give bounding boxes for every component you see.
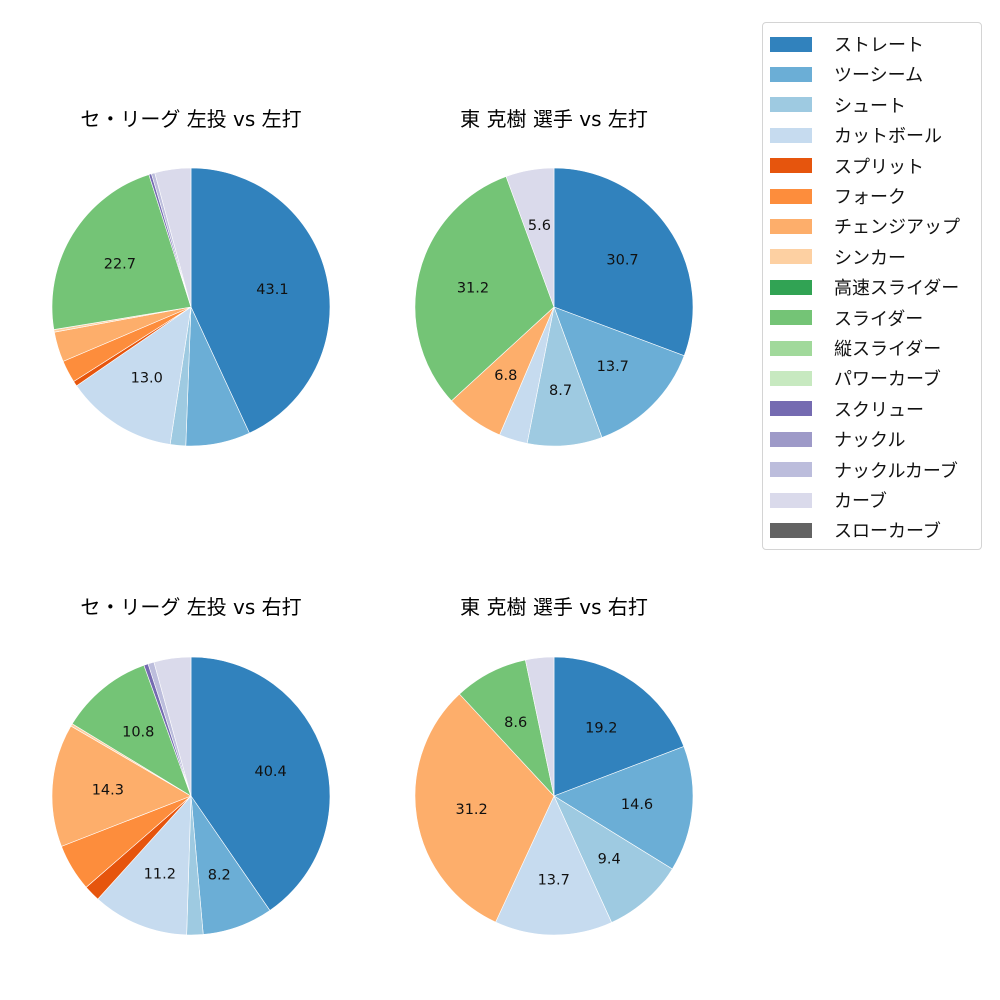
legend-item: チェンジアップ xyxy=(770,211,960,241)
legend-swatch xyxy=(770,127,812,143)
pie-slice xyxy=(553,306,685,438)
legend-label: スローカーブ xyxy=(834,521,941,543)
slice-percent-label: 43.1 xyxy=(256,282,288,298)
legend-swatch xyxy=(770,401,812,417)
slice-percent-label: 13.7 xyxy=(538,872,570,888)
pie-slice xyxy=(154,167,192,308)
legend-swatch xyxy=(770,492,812,508)
legend-label: スプリット xyxy=(834,156,924,178)
legend-item: ナックルカーブ xyxy=(770,455,958,485)
legend-swatch xyxy=(770,279,812,295)
pie-slice xyxy=(153,656,192,797)
legend-label: スライダー xyxy=(834,308,924,330)
legend-swatch xyxy=(770,158,812,174)
pie-slice xyxy=(553,656,685,797)
legend-item: スローカーブ xyxy=(770,515,941,545)
chart-title-league-left-vs-right: セ・リーグ 左投 vs 右打 xyxy=(80,595,302,619)
legend-label: パワーカーブ xyxy=(834,369,941,391)
legend-label: ツーシーム xyxy=(834,65,924,87)
slice-percent-label: 8.2 xyxy=(208,867,231,883)
slice-percent-label: 6.8 xyxy=(494,368,517,384)
pie-slice xyxy=(505,167,555,308)
legend-label: 高速スライダー xyxy=(834,278,960,300)
legend-item: 高速スライダー xyxy=(770,272,959,302)
legend-item: パワーカーブ xyxy=(770,363,941,393)
legend-item: カットボール xyxy=(770,120,942,150)
slice-percent-label: 19.2 xyxy=(585,720,617,736)
slice-percent-label: 13.7 xyxy=(597,359,629,375)
pie-slice xyxy=(71,664,192,797)
slice-percent-label: 14.6 xyxy=(621,797,653,813)
legend-label: フォーク xyxy=(834,187,906,208)
legend-item: スライダー xyxy=(770,303,923,333)
slice-percent-label: 8.6 xyxy=(504,715,527,731)
pie-slice xyxy=(525,656,555,797)
legend-label: シンカー xyxy=(834,247,906,269)
legend-item: カーブ xyxy=(770,485,887,515)
pie-slice xyxy=(553,746,694,870)
slice-percent-label: 31.2 xyxy=(455,802,487,818)
legend-swatch xyxy=(770,36,812,52)
pie-slice xyxy=(414,176,555,402)
slice-percent-label: 40.4 xyxy=(254,764,286,780)
pie-slice xyxy=(495,795,612,936)
legend-item: シンカー xyxy=(770,242,906,272)
pie-slice xyxy=(51,174,192,330)
chart-title-azuma-vs-right: 東 克樹 選手 vs 右打 xyxy=(460,595,648,619)
pie-slice xyxy=(553,795,673,923)
legend-swatch xyxy=(770,249,812,265)
legend-swatch xyxy=(770,218,812,234)
legend-label: スクリュー xyxy=(834,399,924,421)
legend-item: シュート xyxy=(770,90,906,120)
legend-swatch xyxy=(770,97,812,113)
pie-slice xyxy=(51,725,192,847)
slice-percent-label: 31.2 xyxy=(457,280,489,296)
chart-title-league-left-vs-left: セ・リーグ 左投 vs 左打 xyxy=(80,107,302,131)
legend-swatch xyxy=(770,66,812,82)
legend-swatch xyxy=(770,462,812,478)
pie-slice xyxy=(97,795,192,936)
slice-percent-label: 10.8 xyxy=(122,724,154,740)
legend-label: ナックル xyxy=(834,430,906,452)
chart-title-azuma-vs-left: 東 克樹 選手 vs 左打 xyxy=(460,107,648,131)
legend-label: チェンジアップ xyxy=(834,217,960,239)
legend-item: ナックル xyxy=(770,424,905,454)
legend-label: カーブ xyxy=(834,491,887,512)
legend-label: ナックルカーブ xyxy=(834,460,958,482)
slice-percent-label: 13.0 xyxy=(131,371,163,387)
legend-swatch xyxy=(770,340,812,356)
legend-label: シュート xyxy=(834,95,906,117)
slice-percent-label: 22.7 xyxy=(104,256,136,272)
pie-slice xyxy=(76,306,192,445)
legend: ストレートツーシームシュートカットボール スプリットフォークチェンジアップ シンカー… xyxy=(762,22,982,550)
legend-swatch xyxy=(770,522,812,538)
legend-label: カットボール xyxy=(834,126,942,148)
slice-percent-label: 30.7 xyxy=(606,252,638,268)
legend-item: フォーク xyxy=(770,181,906,211)
pie-slice xyxy=(553,167,694,357)
slice-percent-label: 11.2 xyxy=(144,866,176,882)
legend-item: 縦スライダー xyxy=(770,333,941,363)
slice-percent-label: 14.3 xyxy=(92,782,124,798)
pie-slice xyxy=(190,656,331,911)
pie-slice xyxy=(414,693,555,923)
legend-item: スプリット xyxy=(770,151,924,181)
legend-label: 縦スライダー xyxy=(834,339,942,360)
legend-item: ストレート xyxy=(770,29,924,59)
slice-percent-label: 8.7 xyxy=(549,383,572,399)
legend-swatch xyxy=(770,431,812,447)
legend-swatch xyxy=(770,370,812,386)
legend-swatch xyxy=(770,188,812,204)
slice-percent-label: 9.4 xyxy=(598,852,621,868)
legend-item: スクリュー xyxy=(770,394,924,424)
legend-swatch xyxy=(770,310,812,326)
slice-percent-label: 5.6 xyxy=(528,218,551,234)
legend-label: ストレート xyxy=(834,35,924,56)
pie-slice xyxy=(190,167,331,434)
legend-item: ツーシーム xyxy=(770,59,923,89)
